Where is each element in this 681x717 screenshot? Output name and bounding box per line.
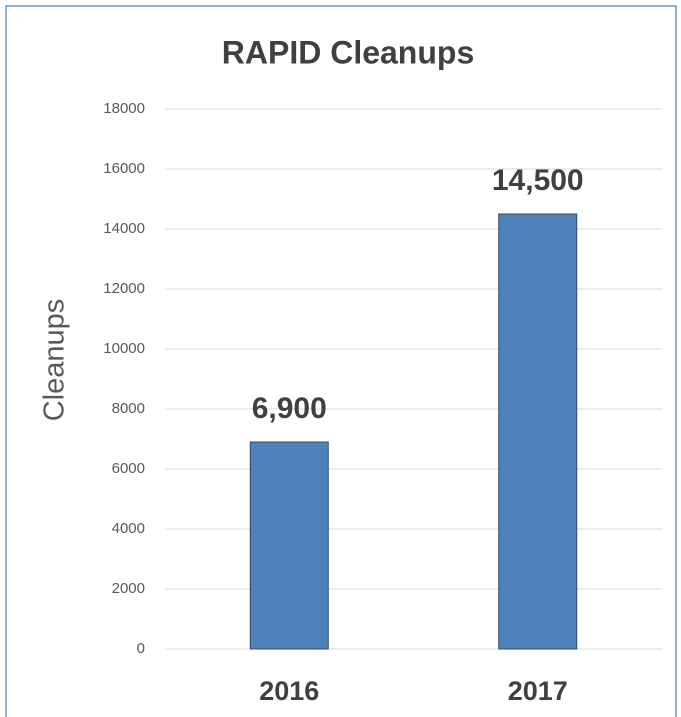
y-tick-label: 14000 [103, 220, 145, 237]
y-tick-label: 0 [137, 640, 145, 657]
y-tick-label: 18000 [103, 100, 145, 117]
y-tick-label: 2000 [112, 580, 145, 597]
x-tick-label: 2017 [508, 676, 568, 706]
y-tick-label: 12000 [103, 280, 145, 297]
bar [249, 441, 329, 650]
y-tick-label: 6000 [112, 460, 145, 477]
y-tick-label: 8000 [112, 400, 145, 417]
x-tick-label: 2016 [259, 676, 319, 706]
frame [5, 5, 677, 717]
y-tick-label: 4000 [112, 520, 145, 537]
data-label: 14,500 [492, 164, 584, 197]
y-tick-label: 10000 [103, 340, 145, 357]
y-axis-label: Cleanups [39, 299, 71, 422]
data-label: 6,900 [252, 392, 327, 425]
bar [498, 213, 578, 650]
chart-title: RAPID Cleanups [222, 34, 474, 70]
y-tick-label: 16000 [103, 160, 145, 177]
